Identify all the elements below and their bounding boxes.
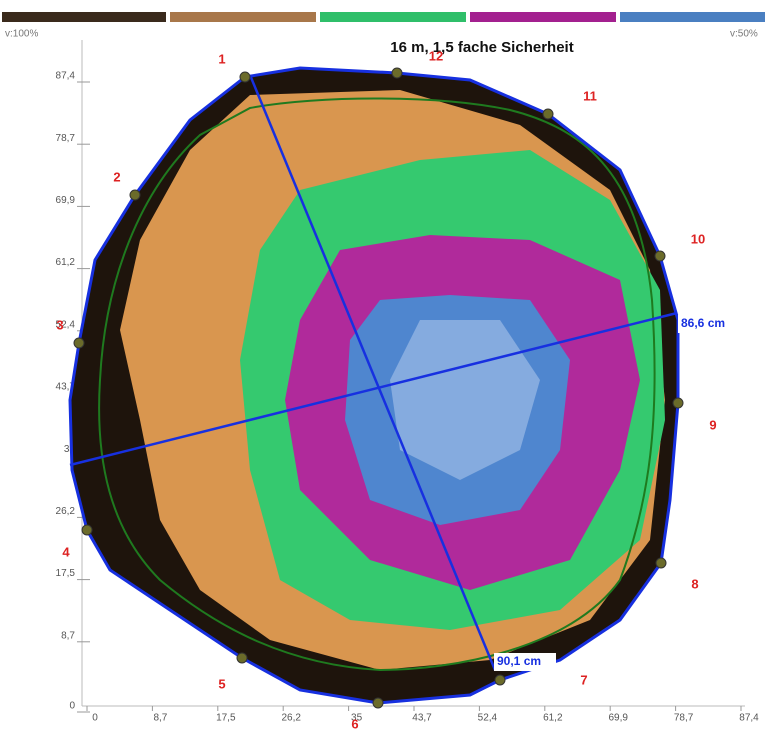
y-tick-label: 8,7 bbox=[61, 630, 75, 641]
sensor-label: 3 bbox=[56, 317, 63, 332]
x-tick-label: 43,7 bbox=[412, 713, 432, 724]
measure-line bbox=[69, 311, 678, 467]
y-tick-label: 26,2 bbox=[56, 506, 76, 517]
color-segment bbox=[470, 12, 616, 22]
sensor-label: 7 bbox=[580, 672, 587, 687]
sensor-point bbox=[73, 337, 85, 349]
outline bbox=[68, 66, 680, 705]
y-tick-label: 35 bbox=[64, 444, 76, 455]
x-tick-label: 8,7 bbox=[153, 713, 167, 724]
y-tick-label: 17,5 bbox=[56, 568, 76, 579]
y-tick-label: 61,2 bbox=[56, 257, 76, 268]
sensor-label: 12 bbox=[429, 48, 443, 63]
sensor-point bbox=[672, 397, 684, 409]
x-tick-label: 17,5 bbox=[216, 713, 236, 724]
y-tick-label: 78,7 bbox=[56, 133, 76, 144]
sensor-point bbox=[129, 189, 141, 201]
sensor-point bbox=[542, 108, 554, 120]
title: 16 m, 1,5 fache Sicherheit bbox=[390, 39, 573, 56]
x-tick-label: 78,7 bbox=[674, 713, 694, 724]
sensor-point bbox=[236, 652, 248, 664]
color-segment bbox=[2, 12, 166, 22]
y-tick-label: 43,7 bbox=[56, 382, 76, 393]
label-box bbox=[494, 653, 556, 671]
y-tick-label: 52,4 bbox=[56, 319, 76, 330]
sensor-point bbox=[239, 71, 251, 83]
sensor-label: 11 bbox=[583, 88, 597, 103]
measurement: 86,6 cm bbox=[681, 316, 725, 330]
measurement: 90,1 cm bbox=[497, 654, 541, 668]
sensor-point bbox=[655, 557, 667, 569]
sensor-point bbox=[372, 697, 384, 709]
y-tick-label: 69,9 bbox=[56, 195, 76, 206]
sensor-label: 2 bbox=[113, 169, 120, 184]
color-segment bbox=[620, 12, 765, 22]
scale-label: v:100% bbox=[5, 29, 38, 40]
x-tick-label: 87,4 bbox=[739, 713, 759, 724]
x-tick-label: 26,2 bbox=[281, 713, 301, 724]
color-segment bbox=[170, 12, 316, 22]
light-core bbox=[390, 320, 540, 480]
sensor-point bbox=[391, 67, 403, 79]
cross-section bbox=[68, 66, 680, 705]
sensor-label: 10 bbox=[691, 231, 705, 246]
sensor-label: 9 bbox=[709, 417, 716, 432]
sensor-label: 1 bbox=[218, 51, 225, 66]
label-box bbox=[678, 315, 752, 333]
scale-label: v:50% bbox=[730, 29, 758, 40]
sensor-label: 8 bbox=[691, 576, 698, 591]
sensor-label: 4 bbox=[62, 544, 70, 559]
sensor-label: 6 bbox=[351, 716, 358, 731]
sensor-point bbox=[494, 674, 506, 686]
sensor-label: 5 bbox=[218, 676, 225, 691]
y-tick-label: 87,4 bbox=[56, 71, 76, 82]
x-tick-label: 69,9 bbox=[608, 713, 628, 724]
x-tick-label: 61,2 bbox=[543, 713, 563, 724]
sensor-point bbox=[81, 524, 93, 536]
color-bar bbox=[2, 12, 765, 22]
x-tick-label: 52,4 bbox=[478, 713, 498, 724]
x-tick-label: 0 bbox=[92, 713, 98, 724]
color-segment bbox=[320, 12, 466, 22]
y-tick-label: 0 bbox=[69, 701, 75, 712]
safety-contour bbox=[98, 97, 656, 672]
measure-line bbox=[248, 74, 497, 671]
sensor-point bbox=[654, 250, 666, 262]
x-tick-label: 35 bbox=[351, 713, 363, 724]
